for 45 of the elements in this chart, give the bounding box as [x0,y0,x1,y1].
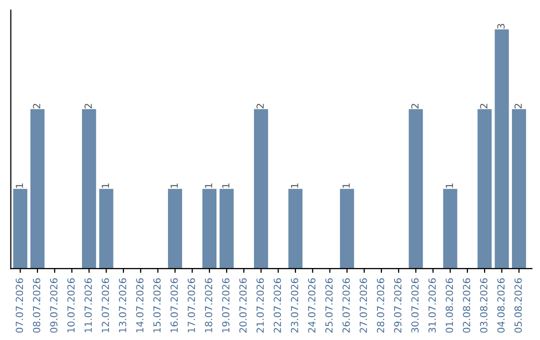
x-tick-label: 15.07.2026 [153,278,161,332]
x-tick-label: 04.08.2026 [497,278,505,333]
data-label: 1 [222,184,230,188]
x-tick-label: 22.07.2026 [274,278,282,333]
x-tick-label: 16.07.2026 [170,278,178,332]
x-tick-label: 10.07.2026 [67,278,75,332]
x-tick-label: 23.07.2026 [290,278,298,333]
data-label: 1 [446,184,453,188]
x-tick-label: 08.07.2026 [32,278,40,333]
x-tick-label: 24.07.2026 [308,278,316,333]
x-tick-label: 09.07.2026 [50,278,58,333]
x-tick-label: 13.07.2026 [118,278,126,332]
data-label: 2 [84,104,92,108]
x-tick-label: 14.07.2026 [136,278,144,332]
x-tick-label: 25.07.2026 [325,278,333,333]
x-tick-label: 18.07.2026 [204,278,212,332]
x-tick-label: 31.07.2026 [428,278,436,333]
data-label: 1 [16,184,23,188]
x-tick-label: 07.07.2026 [16,278,24,333]
data-label: 1 [342,184,350,188]
x-tick-label: 28.07.2026 [376,278,384,333]
x-tick-label: 12.07.2026 [102,278,110,332]
data-label: 2 [411,104,418,108]
x-tick-label: 01.08.2026 [446,278,454,333]
x-tick-label: 05.08.2026 [514,278,522,333]
x-tick-label: 30.07.2026 [411,278,419,333]
data-label: 2 [480,104,488,108]
x-tick-label: 02.08.2026 [462,278,470,333]
x-tick-label: 29.07.2026 [394,278,402,333]
data-label: 2 [32,104,40,108]
data-label: 2 [256,104,264,108]
x-tick-label: 27.07.2026 [360,278,368,333]
data-label: 2 [514,104,522,108]
x-tick-label: 21.07.2026 [256,278,264,333]
x-tick-label: 11.07.2026 [84,278,92,332]
data-label: 1 [291,184,298,188]
x-tick-label: 03.08.2026 [480,278,488,333]
data-label: 1 [170,184,178,188]
x-tick-label: 17.07.2026 [188,278,196,332]
data-label: 3 [497,24,505,29]
x-tick-label: 20.07.2026 [239,278,247,333]
x-tick-label: 19.07.2026 [222,278,230,332]
data-label: 1 [102,184,109,188]
x-tick-label: 26.07.2026 [342,278,350,333]
data-label: 1 [205,184,212,188]
